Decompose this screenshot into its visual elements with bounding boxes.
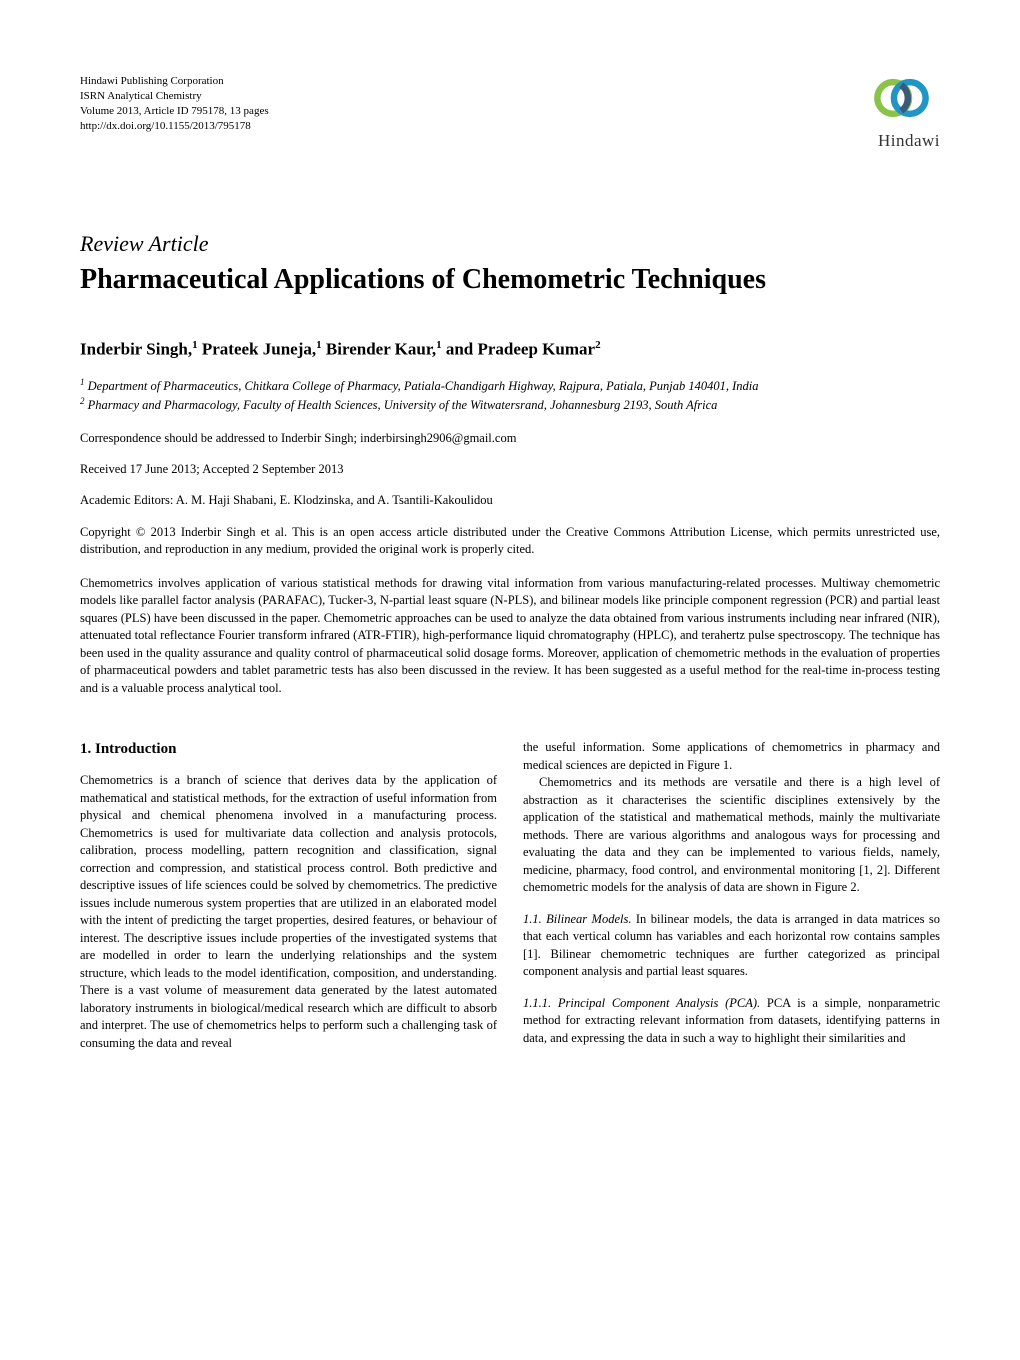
subsubsection-1-1-1: 1.1.1. Principal Component Analysis (PCA… (523, 995, 940, 1048)
doi-link: http://dx.doi.org/10.1155/2013/795178 (80, 119, 940, 134)
author-3: Birender Kaur, (322, 340, 436, 359)
body-columns: 1. Introduction Chemometrics is a branch… (80, 739, 940, 1052)
authors-list: Inderbir Singh,1 Prateek Juneja,1 Birend… (80, 339, 940, 360)
author-4-sup: 2 (595, 339, 601, 351)
subsection-1-1: 1.1. Bilinear Models. In bilinear models… (523, 911, 940, 981)
correspondence: Correspondence should be addressed to In… (80, 431, 940, 446)
aff-2-text: Pharmacy and Pharmacology, Faculty of He… (85, 398, 718, 412)
publisher-logo: Hindawi (868, 74, 940, 151)
section-1-para-1: Chemometrics is a branch of science that… (80, 772, 497, 1052)
article-title: Pharmaceutical Applications of Chemometr… (80, 263, 940, 297)
volume-info: Volume 2013, Article ID 795178, 13 pages (80, 104, 940, 119)
publisher-name: Hindawi Publishing Corporation (80, 74, 940, 89)
abstract: Chemometrics involves application of var… (80, 575, 940, 698)
article-type: Review Article (80, 231, 940, 257)
publisher-logo-text: Hindawi (868, 131, 940, 151)
journal-name: ISRN Analytical Chemistry (80, 89, 940, 104)
section-1-title: 1. Introduction (80, 739, 497, 760)
header-info: Hindawi Publishing Corporation ISRN Anal… (80, 74, 940, 133)
author-4: and Pradeep Kumar (442, 340, 595, 359)
affiliations: 1 Department of Pharmaceutics, Chitkara … (80, 376, 940, 415)
article-dates: Received 17 June 2013; Accepted 2 Septem… (80, 462, 940, 477)
affiliation-2: 2 Pharmacy and Pharmacology, Faculty of … (80, 395, 940, 415)
academic-editors: Academic Editors: A. M. Haji Shabani, E.… (80, 493, 940, 508)
subsection-1-1-title: 1.1. Bilinear Models. (523, 912, 631, 926)
left-column: 1. Introduction Chemometrics is a branch… (80, 739, 497, 1052)
copyright-notice: Copyright © 2013 Inderbir Singh et al. T… (80, 524, 940, 559)
col2-para-2: Chemometrics and its methods are versati… (523, 774, 940, 897)
right-column: the useful information. Some application… (523, 739, 940, 1052)
col2-para-1: the useful information. Some application… (523, 739, 940, 774)
author-2: Prateek Juneja, (198, 340, 317, 359)
affiliation-1: 1 Department of Pharmaceutics, Chitkara … (80, 376, 940, 396)
aff-1-text: Department of Pharmaceutics, Chitkara Co… (85, 379, 759, 393)
subsubsection-1-1-1-title: 1.1.1. Principal Component Analysis (PCA… (523, 996, 760, 1010)
author-1: Inderbir Singh, (80, 340, 192, 359)
hindawi-logo-icon (868, 74, 940, 122)
